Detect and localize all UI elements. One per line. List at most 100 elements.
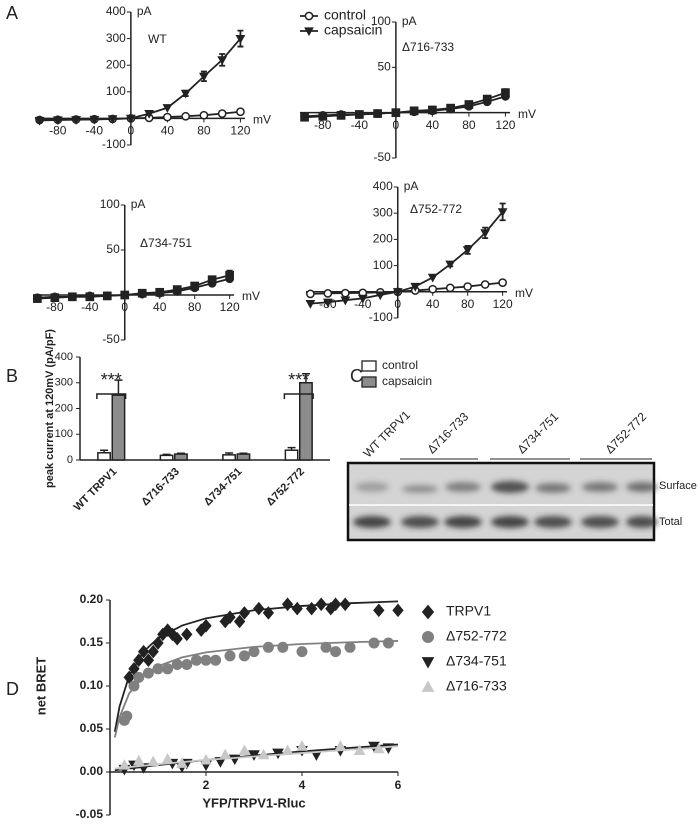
marker <box>372 742 385 754</box>
marker <box>85 292 95 302</box>
marker <box>238 650 250 662</box>
marker <box>368 637 380 649</box>
marker <box>409 106 419 116</box>
lane-label: Δ752-772 <box>602 409 649 456</box>
marker <box>171 631 183 646</box>
marker <box>34 116 45 126</box>
marker <box>144 109 155 119</box>
marker <box>248 646 260 658</box>
marker <box>463 282 473 291</box>
marker <box>128 680 140 692</box>
x-tick-label: -40 <box>81 300 99 314</box>
x-tick-label: 120 <box>220 300 240 314</box>
y-tick-label: 300 <box>55 377 73 389</box>
lane-label: WT TRPV1 <box>360 408 413 461</box>
marker <box>199 110 209 120</box>
x-tick-label: 0 <box>393 118 400 132</box>
y-tick-label: 400 <box>106 4 126 18</box>
legend-swatch <box>361 376 377 388</box>
marker <box>176 757 188 768</box>
marker <box>329 597 342 612</box>
error-bar <box>301 372 310 383</box>
marker <box>52 116 63 126</box>
marker <box>133 671 145 683</box>
y-tick-label: -50 <box>374 150 392 164</box>
marker <box>300 112 309 122</box>
fit-curve <box>113 640 399 738</box>
error-bar <box>114 379 123 396</box>
significance-bracket <box>283 393 314 399</box>
marker <box>421 657 435 669</box>
y-tick-label: 50 <box>106 242 120 256</box>
marker <box>323 289 333 298</box>
marker <box>238 606 251 620</box>
marker <box>392 603 404 618</box>
legend-label: capsaicin <box>324 22 382 38</box>
marker <box>391 108 401 118</box>
marker <box>219 748 232 760</box>
marker <box>207 275 217 285</box>
x-tick-label: Δ752-772 <box>264 466 307 509</box>
bar <box>97 452 111 461</box>
y-tick-label: 100 <box>371 14 391 28</box>
y-axis-label: pA <box>131 197 146 211</box>
marker <box>427 273 438 283</box>
significance: *** <box>101 370 122 390</box>
marker <box>210 654 222 666</box>
marker <box>320 641 332 653</box>
marker <box>228 754 241 766</box>
marker <box>464 100 474 109</box>
marker <box>137 644 150 659</box>
marker <box>50 293 60 303</box>
marker <box>181 111 191 121</box>
x-tick-label: 80 <box>188 300 202 314</box>
marker <box>330 646 342 658</box>
marker <box>233 614 246 629</box>
row-label: Surface <box>659 480 697 492</box>
x-axis-label: mV <box>515 286 533 300</box>
y-tick-label: 200 <box>106 57 126 71</box>
marker <box>253 601 265 616</box>
y-axis-label: pA <box>404 179 419 193</box>
marker <box>422 631 434 643</box>
x-tick-label: 120 <box>495 118 515 132</box>
marker <box>344 641 356 653</box>
marker <box>172 285 182 294</box>
marker <box>248 750 260 761</box>
marker <box>161 753 174 764</box>
x-tick-label: -40 <box>86 124 104 138</box>
marker <box>368 741 380 753</box>
marker <box>340 288 350 298</box>
marker <box>497 208 508 218</box>
marker <box>339 597 351 612</box>
western-blot: WT TRPV1 Δ716-733 Δ734-751 Δ752-772 Surf… <box>346 408 697 542</box>
x-tick-label: -80 <box>49 124 67 138</box>
marker <box>137 288 147 298</box>
x-axis-label: mV <box>518 107 536 121</box>
y-tick-label: 0.15 <box>80 635 104 649</box>
marker <box>428 105 437 115</box>
y-tick-label: 0.00 <box>80 764 104 778</box>
marker <box>262 606 275 620</box>
y-tick-label: 400 <box>373 179 393 193</box>
marker <box>428 284 438 294</box>
y-tick-label: 100 <box>100 197 120 211</box>
x-tick-label: 0 <box>128 124 135 138</box>
marker <box>373 109 382 118</box>
marker <box>257 748 270 760</box>
marker <box>107 115 118 125</box>
marker <box>277 641 289 653</box>
lane-label: Δ734-751 <box>514 409 561 456</box>
marker <box>392 288 403 297</box>
x-axis-label: mV <box>253 113 271 127</box>
marker <box>181 659 193 670</box>
marker <box>190 654 202 666</box>
marker <box>180 89 191 99</box>
marker <box>125 114 136 124</box>
error-bar <box>100 449 109 453</box>
marker <box>162 104 173 113</box>
marker <box>357 294 368 304</box>
y-tick-label: 200 <box>55 402 73 414</box>
y-tick-label: 100 <box>106 84 126 98</box>
